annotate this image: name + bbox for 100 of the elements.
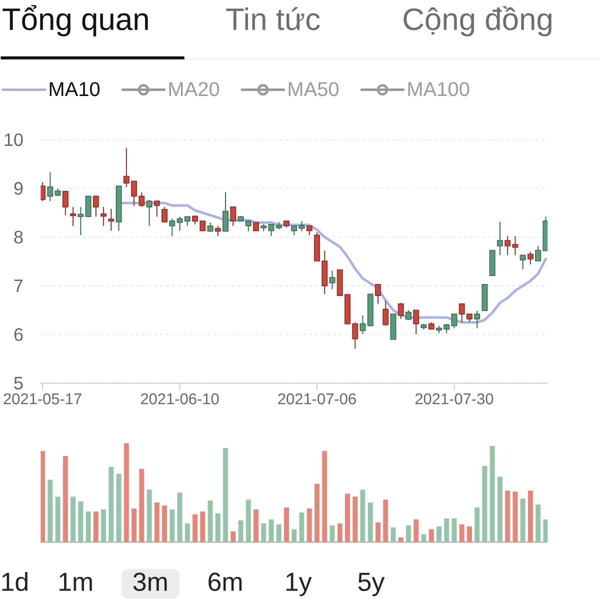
- bar: [428, 529, 434, 542]
- candlestick: [108, 208, 114, 232]
- bar: [543, 520, 548, 542]
- y-tick-label: 10: [4, 133, 23, 146]
- candlestick: [47, 172, 54, 202]
- candlestick: [222, 192, 229, 232]
- candlestick: [291, 225, 298, 236]
- text: 6m: [208, 572, 242, 592]
- x-tick-label: 2021-05-17: [4, 393, 82, 404]
- bar: [497, 476, 502, 542]
- bar: [154, 502, 160, 542]
- candlestick: [207, 222, 214, 232]
- bar: [101, 510, 106, 542]
- bar: [139, 468, 144, 542]
- bar: [62, 456, 68, 542]
- candlestick: [360, 315, 366, 335]
- candlestick: [78, 206, 84, 236]
- text: 1d: [2, 572, 28, 592]
- candlestick: [146, 200, 152, 227]
- candlestick: [520, 254, 526, 270]
- bar: [314, 484, 320, 542]
- bar: [70, 496, 76, 542]
- bar: [375, 522, 380, 542]
- candlestick: [413, 310, 420, 335]
- text: 1m: [60, 573, 92, 591]
- candlestick: [62, 190, 68, 216]
- candlestick: [253, 222, 260, 232]
- candlestick: [298, 220, 305, 232]
- bar: [200, 512, 206, 542]
- candlestick: [496, 222, 503, 256]
- y-tick-label: 8: [14, 230, 23, 244]
- bar: [261, 523, 266, 542]
- bar: [93, 512, 98, 542]
- legend-label: MA50: [288, 82, 339, 96]
- bar: [536, 504, 541, 542]
- bar: [192, 514, 198, 542]
- candlestick: [162, 206, 168, 224]
- bar: [215, 514, 220, 542]
- bar: [337, 523, 342, 542]
- y-tick-label: 9: [14, 182, 23, 195]
- bar: [452, 518, 457, 542]
- bar: [40, 451, 46, 542]
- bar: [170, 510, 175, 542]
- bar: [398, 537, 404, 542]
- text: Tin tức: [226, 7, 320, 30]
- text: Tổng quan: [2, 5, 148, 36]
- bar: [299, 512, 304, 542]
- candlestick: [100, 206, 107, 227]
- bar: [390, 527, 396, 542]
- candlestick: [92, 195, 99, 218]
- bar: [406, 525, 411, 542]
- bar: [474, 508, 480, 542]
- bar: [368, 502, 373, 542]
- bar: [466, 526, 472, 542]
- bar: [528, 490, 533, 542]
- candlestick: [375, 284, 381, 304]
- bar: [78, 502, 84, 542]
- bar: [254, 510, 259, 542]
- text: 1y: [286, 573, 312, 596]
- bar: [520, 498, 526, 542]
- candlestick: [154, 200, 160, 218]
- bar: [306, 508, 312, 542]
- y-tick-label: 7: [14, 280, 23, 292]
- legend-label: MA10: [50, 82, 100, 96]
- bar: [482, 466, 488, 542]
- candlestick: [70, 206, 76, 227]
- bar: [268, 520, 274, 542]
- bar: [512, 492, 518, 542]
- bar: [459, 524, 464, 542]
- candlestick: [169, 218, 176, 237]
- y-tick-label: 6: [14, 328, 23, 341]
- text: 3m: [133, 572, 167, 592]
- candlestick: [398, 302, 404, 320]
- y-tick-label: 5: [14, 377, 23, 390]
- bar: [414, 520, 419, 542]
- bar: [146, 490, 152, 542]
- x-tick-label: 2021-07-30: [415, 393, 494, 404]
- bar: [124, 443, 129, 542]
- x-tick-label: 2021-06-10: [141, 393, 219, 404]
- text: Cộng đồng: [404, 6, 552, 36]
- bar: [55, 496, 60, 542]
- bar: [345, 494, 350, 542]
- bar: [223, 448, 228, 542]
- bar: [505, 490, 510, 542]
- bar: [86, 512, 91, 542]
- candlestick: [85, 195, 92, 218]
- bar: [322, 451, 328, 542]
- bar: [132, 508, 137, 542]
- bar: [116, 474, 122, 542]
- bar: [48, 480, 53, 542]
- candlestick: [214, 226, 221, 237]
- bar: [208, 500, 213, 542]
- bar: [162, 506, 168, 542]
- bar: [490, 446, 495, 542]
- candlestick: [230, 206, 236, 227]
- candlestick: [329, 270, 336, 290]
- candlestick: [382, 300, 389, 326]
- bar: [238, 520, 244, 542]
- bar: [184, 523, 190, 542]
- bar: [292, 529, 297, 542]
